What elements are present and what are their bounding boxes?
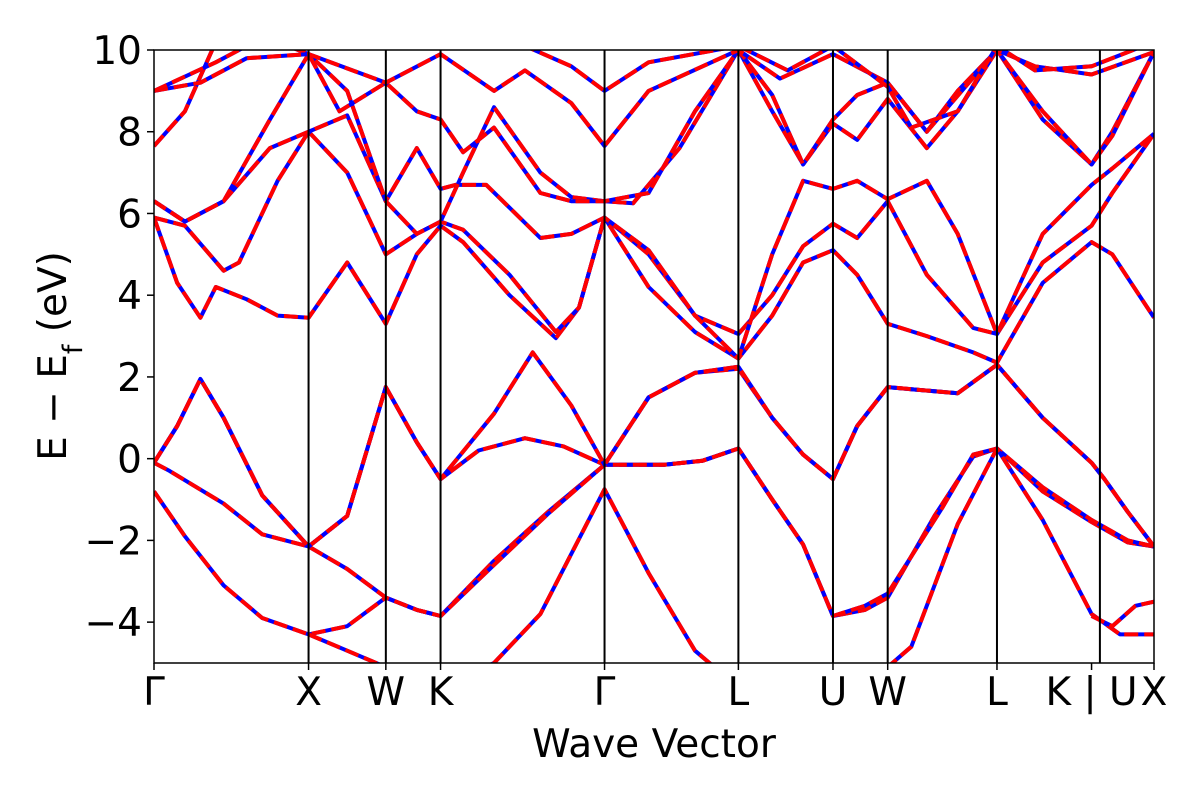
x-tick-label-7: W — [868, 670, 907, 715]
x-axis-title: Wave Vector — [532, 722, 777, 767]
band-5-line-over — [154, 129, 1154, 336]
y-tick-label-3: 4 — [117, 274, 142, 319]
y-tick-label-7: −4 — [85, 601, 143, 646]
x-tick-label-10: X — [1141, 670, 1168, 715]
band-3-line-over — [154, 350, 1154, 549]
x-tick-label-6: U — [819, 670, 848, 715]
x-tick-label-5: L — [728, 670, 750, 715]
high-symmetry-lines — [307, 50, 1101, 663]
x-tick-label-4: Γ — [594, 670, 616, 715]
y-tick-label-6: −2 — [85, 519, 143, 564]
band-3-line-under — [154, 350, 1154, 549]
band-12-line-over — [1090, 599, 1154, 629]
x-tick-label-3: K — [428, 670, 455, 715]
band-5-line-under — [154, 129, 1154, 336]
y-tick-label-1: 8 — [117, 111, 142, 156]
band-11-line-over — [307, 446, 1154, 663]
y-axis-title-main: E − E — [31, 354, 76, 461]
band-1-line-over — [154, 446, 1154, 618]
y-axis-ticks: 10 8 6 4 2 0 −2 −4 — [85, 29, 154, 646]
band-8-line-over — [154, 50, 1154, 204]
x-tick-label-9: K | U — [1046, 670, 1138, 715]
y-axis-title-subscript: f — [58, 343, 89, 354]
y-tick-label-4: 2 — [117, 356, 142, 401]
plot-frame — [153, 49, 1155, 664]
y-tick-label-0: 10 — [92, 29, 142, 74]
x-tick-label-1: X — [295, 670, 322, 715]
y-tick-label-5: 0 — [117, 438, 142, 483]
y-axis-title: E − Ef (eV) — [31, 251, 89, 461]
y-axis-title-unit: (eV) — [31, 251, 76, 345]
band-lines — [154, 50, 1154, 663]
band-1-line-under — [154, 446, 1154, 618]
band-6-line-over — [154, 113, 1154, 361]
y-tick-label-2: 6 — [117, 192, 142, 237]
x-tick-label-2: W — [367, 670, 406, 715]
band-4-line-under — [154, 215, 1154, 365]
x-tick-label-8: L — [986, 670, 1008, 715]
band-11-line-under — [307, 446, 1154, 663]
x-tick-label-0: Γ — [143, 670, 165, 715]
